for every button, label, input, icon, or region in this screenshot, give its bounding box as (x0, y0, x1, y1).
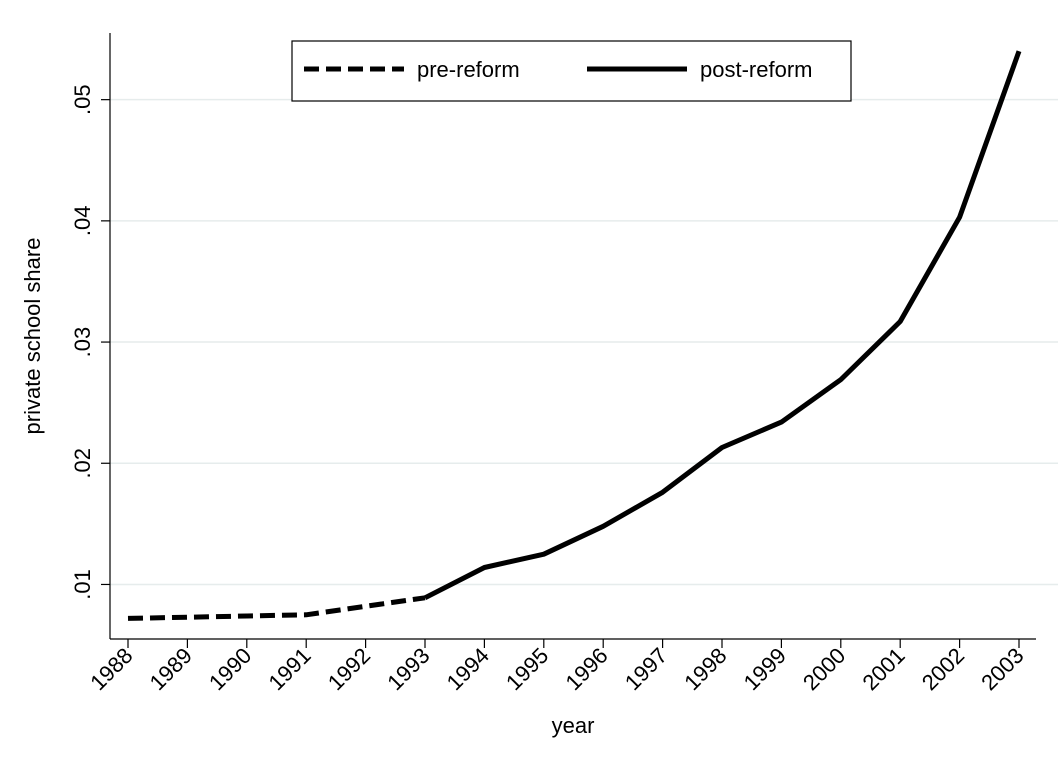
legend-box (291, 40, 852, 102)
y-tick-label: .05 (70, 84, 95, 115)
legend-label-post-reform: post-reform (700, 57, 812, 82)
series-line-pre-reform (127, 595, 426, 621)
series-line-post-reform (423, 50, 1022, 601)
y-tick-label: .04 (70, 206, 95, 237)
series-lines (127, 50, 1022, 621)
y-ticks: .01 .02 .03 .04 .05 (70, 84, 110, 600)
axes (109, 33, 1036, 640)
y-tick-label: .01 (70, 569, 95, 600)
x-axis-label: year (552, 713, 595, 738)
legend: pre-reform post-reform (291, 40, 852, 102)
legend-label-pre-reform: pre-reform (417, 57, 520, 82)
gridlines (110, 98, 1058, 586)
y-tick-label: .02 (70, 448, 95, 479)
y-axis-label: private school share (20, 238, 45, 435)
y-tick-label: .03 (70, 327, 95, 358)
